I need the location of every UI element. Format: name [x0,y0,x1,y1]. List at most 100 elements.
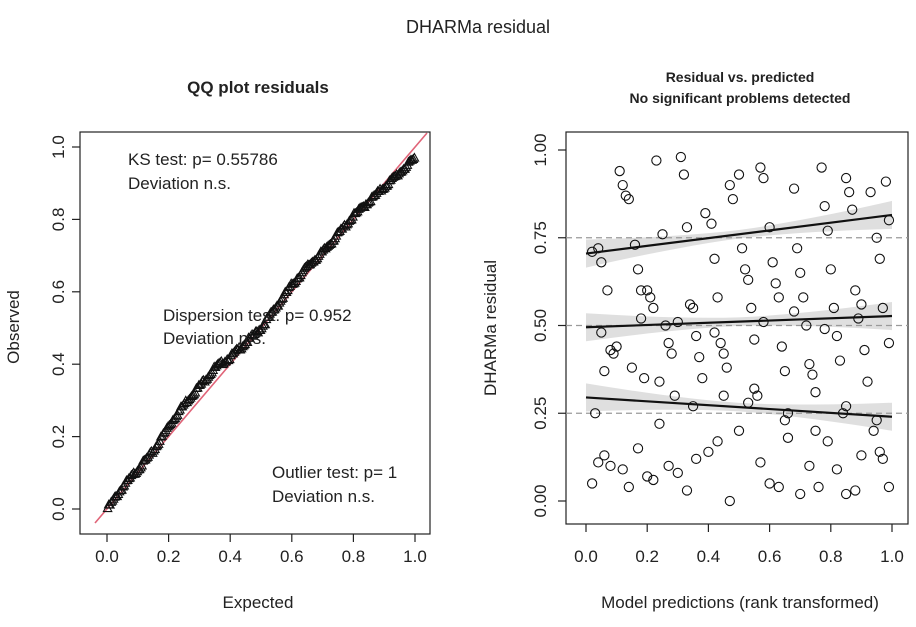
residual-point [795,267,806,278]
residual-point [840,172,852,184]
qq-point [136,460,148,470]
residual-point [764,478,775,489]
residual-y-tick-label: 0.00 [531,484,550,517]
qq-point [260,318,271,329]
residual-point [831,330,843,342]
residual-point [776,341,787,352]
residual-point [709,327,720,338]
residual-point [840,488,852,500]
residual-point [608,348,619,359]
residual-point [770,278,781,289]
residual-point [788,183,800,194]
residual-point [602,285,613,296]
quantile-regression-line [585,396,893,418]
residual-point [648,302,659,314]
residual-x-tick-label: 1.0 [880,547,904,566]
quantile-confidence-bands [586,200,892,431]
residual-point [819,323,830,335]
residual-point [767,257,778,268]
residual-point [755,162,766,173]
residual-point [847,204,858,215]
residual-point [718,348,729,359]
residual-point [874,253,885,264]
residual-point [632,264,644,275]
residual-point [681,222,693,233]
residual-point [844,186,855,198]
residual-x-axis-label: Model predictions (rank transformed) [601,593,879,612]
qq-point [363,197,374,207]
residual-point [871,232,882,243]
residual-point [724,179,735,191]
residual-point [877,302,888,314]
residual-point [617,464,628,475]
residual-point [694,351,705,363]
residual-x-tick-label: 0.4 [697,547,721,566]
residual-plot-subtitle: No significant problems detected [630,90,851,106]
residual-point [804,460,815,472]
residual-y-axis: 0.00 0.25 0.50 0.75 1.00 [531,133,566,518]
qq-point [190,387,201,397]
residual-point [733,169,745,180]
ks-test-text: KS test: p= 0.55786 [128,150,278,169]
residual-point [642,471,653,482]
qq-point [378,183,389,193]
residual-point [663,337,674,349]
qq-point [322,240,334,250]
residual-point [672,316,683,328]
residual-point [629,239,641,250]
residual-point [605,344,616,356]
qq-point [404,155,415,165]
residual-point [782,432,794,443]
residual-point [877,453,888,465]
residual-plot-title: Residual vs. predicted [666,69,815,85]
residual-point [834,355,846,366]
residual-point [703,446,714,458]
residual-point [743,274,754,286]
quantile-regression-line [585,314,893,329]
residual-point [880,176,892,187]
residual-y-tick-label: 0.25 [531,397,550,430]
residual-point [739,264,751,275]
qq-point [200,374,212,384]
residual-point [850,485,861,496]
residual-point [810,387,821,398]
residual-point [599,450,610,461]
residual-point [773,292,784,303]
residual-point [804,358,815,370]
qq-x-axis-label: Expected [223,593,294,612]
residual-point [822,225,833,236]
qq-point [154,435,165,445]
residual-point [782,408,794,419]
residual-point [617,179,628,191]
residual-point [654,418,665,429]
qq-plot-title: QQ plot residuals [187,78,329,97]
residual-point [798,292,809,303]
residual-point [654,376,665,387]
qq-point [364,196,375,206]
residual-y-tick-label: 0.50 [531,309,550,342]
residual-x-tick-label: 0.8 [819,547,843,566]
residual-point [648,474,659,486]
residual-point [850,285,861,296]
residual-point [718,390,729,401]
qq-x-tick-label: 0.8 [342,547,366,566]
residual-point [746,302,757,314]
residual-point [620,190,631,201]
qq-x-axis: 0.0 0.2 0.4 0.6 0.8 1.0 [95,534,427,566]
residual-point [736,243,748,254]
residual-point [593,457,604,468]
residual-point [700,208,711,219]
residual-point [687,401,699,412]
ks-deviation-text: Deviation n.s. [128,174,231,193]
qq-x-tick-label: 0.0 [95,547,119,566]
qq-point [288,278,299,288]
residual-point [822,436,833,447]
qq-x-tick-label: 0.6 [280,547,304,566]
residual-point [779,415,791,426]
residual-point [810,425,821,436]
qq-point [406,154,418,164]
residual-point [635,313,647,324]
residual-point [635,285,647,296]
residual-point [663,460,674,472]
